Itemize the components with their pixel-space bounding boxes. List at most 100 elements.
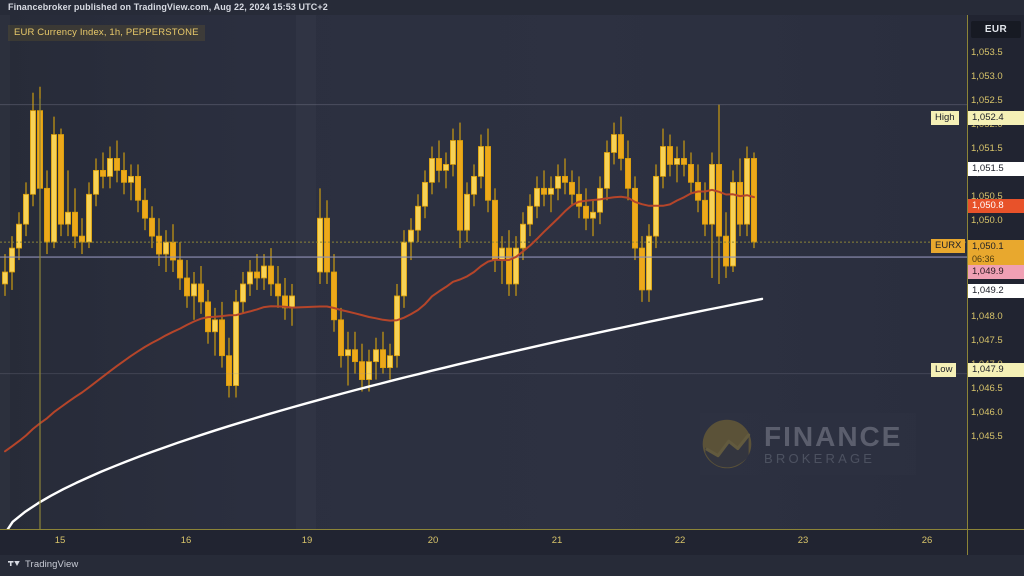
candle-body [618,134,625,159]
price-marker-tag-current: EURX [931,239,966,253]
candle-body [114,158,121,171]
price-level-lines [0,104,967,375]
candle-series [2,86,758,398]
price-tick: 1,053.5 [971,47,1003,58]
price-marker-value: 1,050.8 [972,200,1004,211]
chart-pane[interactable]: EUR Currency Index, 1h, PEPPERSTONE FINA… [0,15,967,529]
candle-body [625,158,632,189]
price-marker-ma-red[interactable]: 1,050.8 [968,199,1024,213]
candle-body [744,158,751,225]
candle-body [569,181,576,195]
candle-body [358,361,365,380]
candle-body [548,187,555,195]
candle-body [365,361,372,380]
candle-body [646,235,653,291]
price-marker-value: 1,049.9 [972,266,1004,277]
candle-body [534,187,541,207]
time-tick: 23 [797,535,809,546]
price-tick: 1,047.5 [971,335,1003,346]
candle-body [435,158,442,171]
currency-badge[interactable]: EUR [971,21,1021,38]
candle-body [134,175,141,201]
attribution-bar: Financebroker published on TradingView.c… [0,0,1024,15]
price-marker-time: 06:36 [972,254,995,264]
candle-body [29,110,36,195]
candle-body [491,199,498,261]
price-marker-prev[interactable]: 1,051.5 [968,162,1024,176]
candle-body [239,283,246,303]
price-tick: 1,053.0 [971,71,1003,82]
candle-body [232,301,239,386]
candle-body [190,283,197,297]
candle-body [316,217,323,273]
price-tick: 1,046.5 [971,383,1003,394]
candle-body [51,134,58,243]
candle-body [463,193,470,231]
legend-ticker-label: EUR Currency Index, 1h, PEPPERSTONE [14,27,199,38]
candle-body [22,193,29,225]
candle-body [162,241,169,255]
candle-body [2,271,8,285]
time-tick: 20 [427,535,439,546]
tradingview-label: TradingView [25,559,79,570]
candle-body [351,349,358,363]
candle-body [505,247,512,285]
candle-body [513,247,520,285]
time-axis[interactable]: 15 16 19 20 21 22 23 26 [0,529,1024,555]
candle-body [667,146,674,165]
price-marker-value: 1,049.2 [972,285,1004,296]
price-marker-value: 1,052.4 [972,112,1004,123]
time-axis-divider [0,529,1024,530]
time-tick: 19 [301,535,313,546]
candle-body [449,140,456,165]
chart-legend[interactable]: EUR Currency Index, 1h, PEPPERSTONE [8,25,205,41]
candle-body [421,181,428,207]
price-marker-value: 1,047.9 [972,364,1004,375]
price-marker-bid[interactable]: 1,049.9 [968,265,1024,279]
candle-body [583,205,590,219]
candle-body [323,217,330,273]
candle-body [372,349,379,363]
price-marker-high[interactable]: 1,052.4 [968,111,1024,125]
candle-body [93,169,100,195]
candle-body [253,271,260,279]
candle-body [590,211,597,219]
candle-body [751,158,758,243]
candle-body [456,140,463,231]
candle-body [393,295,400,357]
price-marker-current[interactable]: 1,050.1 06:36 [968,240,1024,266]
candle-body [274,283,281,297]
candle-body [660,146,667,177]
candle-body [288,295,295,309]
candle-body [562,175,569,183]
candle-body [604,152,611,189]
footer-bar: TradingView [0,555,1024,576]
candle-body [246,271,253,285]
candle-body [730,181,737,267]
price-axis[interactable]: EUR 1,053.51,053.01,052.51,052.01,051.51… [931,15,1024,529]
candle-body [442,164,449,171]
price-marker-low[interactable]: 1,047.9 [968,363,1024,377]
candle-body [527,205,534,225]
price-marker-ma-white[interactable]: 1,049.2 [968,284,1024,298]
price-tick: 1,050.5 [971,191,1003,202]
candle-body [183,277,190,297]
candle-body [86,193,93,243]
candle-body [576,193,583,207]
candle-body [107,158,114,177]
candle-body [281,295,288,309]
price-tick: 1,051.5 [971,143,1003,154]
candle-body [484,146,491,201]
time-tick: 15 [54,535,66,546]
candle-body [72,211,79,237]
chart-canvas[interactable] [0,15,967,529]
candle-body [414,205,421,231]
candle-body [127,175,134,183]
time-tick: 16 [180,535,192,546]
candle-body [716,164,723,237]
time-tick: 21 [551,535,563,546]
candle-body [709,164,716,225]
candle-body [218,319,225,357]
candle-body [121,169,128,183]
tradingview-brand[interactable]: TradingView [8,559,78,570]
